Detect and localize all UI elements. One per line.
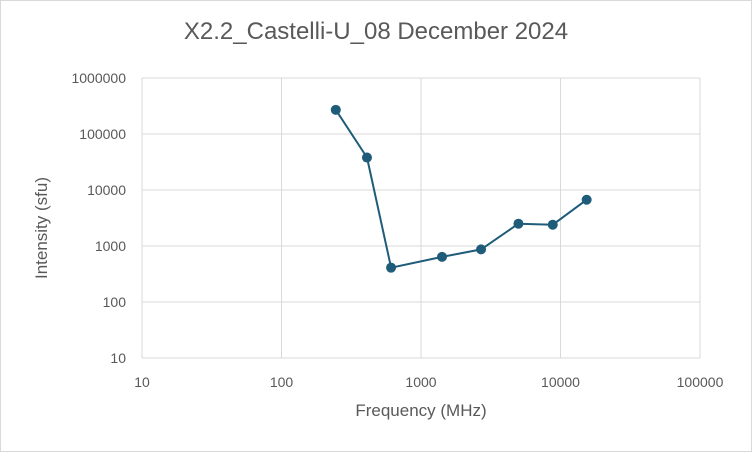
chart-title: X2.2_Castelli-U_08 December 2024	[183, 18, 569, 45]
data-point	[437, 251, 448, 262]
data-point	[361, 152, 372, 163]
data-point	[386, 262, 397, 273]
data-point	[581, 194, 592, 205]
data-point	[476, 244, 487, 255]
x-tick-label: 100000	[677, 374, 724, 390]
x-tick-label: 100	[270, 374, 294, 390]
x-tick-label: 10000	[541, 374, 580, 390]
y-tick-label: 100000	[79, 126, 126, 142]
x-axis-label: Frequency (MHz)	[355, 401, 487, 420]
x-tick-label: 1000	[405, 374, 436, 390]
data-point	[513, 218, 524, 229]
y-tick-label: 10	[110, 350, 126, 366]
y-tick-label: 100	[103, 294, 127, 310]
x-tick-label: 10	[134, 374, 150, 390]
y-tick-label: 1000	[95, 238, 126, 254]
data-point	[330, 104, 341, 115]
series-line	[334, 109, 588, 269]
y-axis-label: Intensity (sfu)	[32, 176, 51, 280]
y-tick-label: 1000000	[71, 70, 126, 86]
data-point	[547, 219, 558, 230]
y-tick-label: 10000	[87, 182, 126, 198]
